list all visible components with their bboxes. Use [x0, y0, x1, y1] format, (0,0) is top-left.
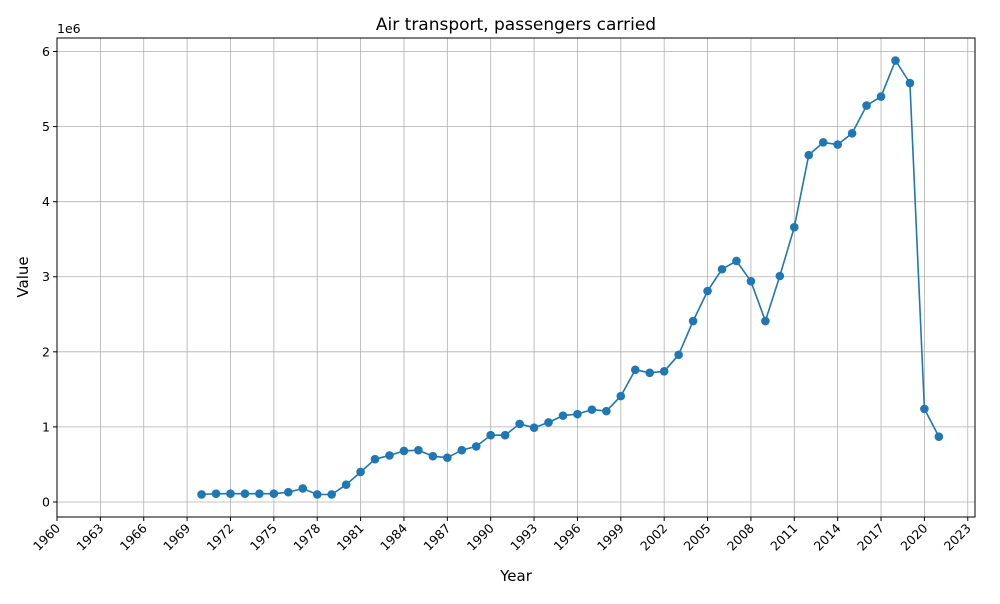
data-point	[471, 442, 481, 451]
x-tick-label: 1996	[550, 520, 583, 553]
data-point	[602, 406, 611, 416]
data-point	[616, 391, 626, 401]
series	[197, 56, 944, 499]
data-point	[630, 365, 640, 375]
y-tick-label: 3	[42, 269, 50, 284]
data-point	[428, 451, 438, 461]
y-tick-label: 4	[42, 194, 50, 209]
x-tick-label: 1987	[420, 521, 453, 554]
data-point	[211, 489, 221, 499]
x-tick-label: 2014	[811, 520, 844, 553]
data-point	[226, 489, 235, 499]
x-axis-label: Year	[499, 567, 533, 585]
data-point	[414, 445, 423, 455]
data-point	[862, 101, 871, 110]
data-point	[312, 490, 322, 499]
data-point	[370, 454, 380, 464]
x-tick-label: 1966	[117, 520, 150, 553]
y-tick-label: 1	[42, 419, 50, 434]
y-tick-label: 6	[42, 44, 50, 59]
data-point	[587, 405, 597, 414]
x-tick-label: 1984	[377, 520, 410, 553]
data-point	[515, 419, 524, 429]
x-tick-label: 1969	[160, 520, 193, 553]
data-point	[500, 430, 510, 440]
data-point	[573, 409, 582, 419]
x-tick-label: 1963	[73, 521, 106, 554]
data-point	[891, 56, 900, 65]
data-point	[298, 484, 308, 493]
data-point	[876, 92, 886, 101]
data-point	[761, 316, 770, 326]
data-point	[443, 453, 452, 462]
data-point	[341, 480, 351, 490]
data-point	[688, 316, 698, 326]
data-point	[645, 368, 655, 378]
data-point	[240, 489, 250, 499]
data-point	[703, 286, 712, 296]
x-tick-label: 1975	[247, 521, 280, 554]
data-point	[399, 446, 409, 456]
x-tick-label: 2005	[681, 521, 714, 554]
series-line	[201, 59, 940, 496]
x-tick-label: 2020	[897, 520, 930, 553]
data-point	[833, 140, 842, 149]
data-point	[544, 418, 553, 427]
data-point	[284, 487, 293, 497]
data-point	[356, 467, 365, 477]
x-tick-label: 1993	[507, 521, 540, 554]
data-point	[327, 490, 336, 499]
data-point	[847, 129, 857, 138]
data-point	[732, 256, 741, 266]
y-tick-label: 2	[42, 344, 50, 359]
data-point	[659, 367, 669, 376]
data-point	[905, 78, 915, 88]
x-tick-label: 2017	[854, 521, 887, 554]
y-axis-label: Value	[14, 256, 32, 297]
y-axis-offset-label: 1e6	[57, 21, 81, 36]
data-point	[529, 423, 539, 432]
data-point	[717, 264, 727, 274]
data-point	[558, 411, 568, 420]
x-tick-label: 1978	[290, 520, 323, 553]
plot-frame	[56, 37, 976, 518]
x-tick-label: 1990	[464, 520, 497, 553]
data-point	[255, 489, 264, 499]
data-point	[486, 430, 496, 440]
x-tick-label: 2008	[724, 520, 757, 553]
data-point	[674, 350, 683, 360]
data-point	[775, 271, 785, 281]
plot-background	[57, 38, 975, 517]
y-tick-label: 0	[42, 494, 50, 509]
data-point	[197, 490, 206, 499]
x-tick-label: 1960	[30, 520, 63, 553]
x-tick-label: 1999	[594, 520, 627, 553]
x-tick-label: 1972	[204, 521, 237, 554]
x-tick-label: 2002	[637, 521, 670, 554]
data-point	[920, 404, 929, 414]
x-tick-label: 2023	[941, 521, 974, 554]
data-point	[457, 445, 467, 455]
y-tick-label: 5	[42, 119, 50, 134]
x-tick-label: 2011	[767, 521, 800, 554]
data-point	[804, 150, 814, 160]
data-point	[746, 276, 756, 286]
data-point	[789, 222, 799, 232]
data-point	[269, 489, 279, 499]
data-point	[385, 451, 394, 460]
data-point	[818, 138, 828, 147]
data-point	[934, 432, 944, 441]
chart-title: Air transport, passengers carried	[376, 15, 656, 35]
x-tick-label: 1981	[334, 521, 367, 554]
